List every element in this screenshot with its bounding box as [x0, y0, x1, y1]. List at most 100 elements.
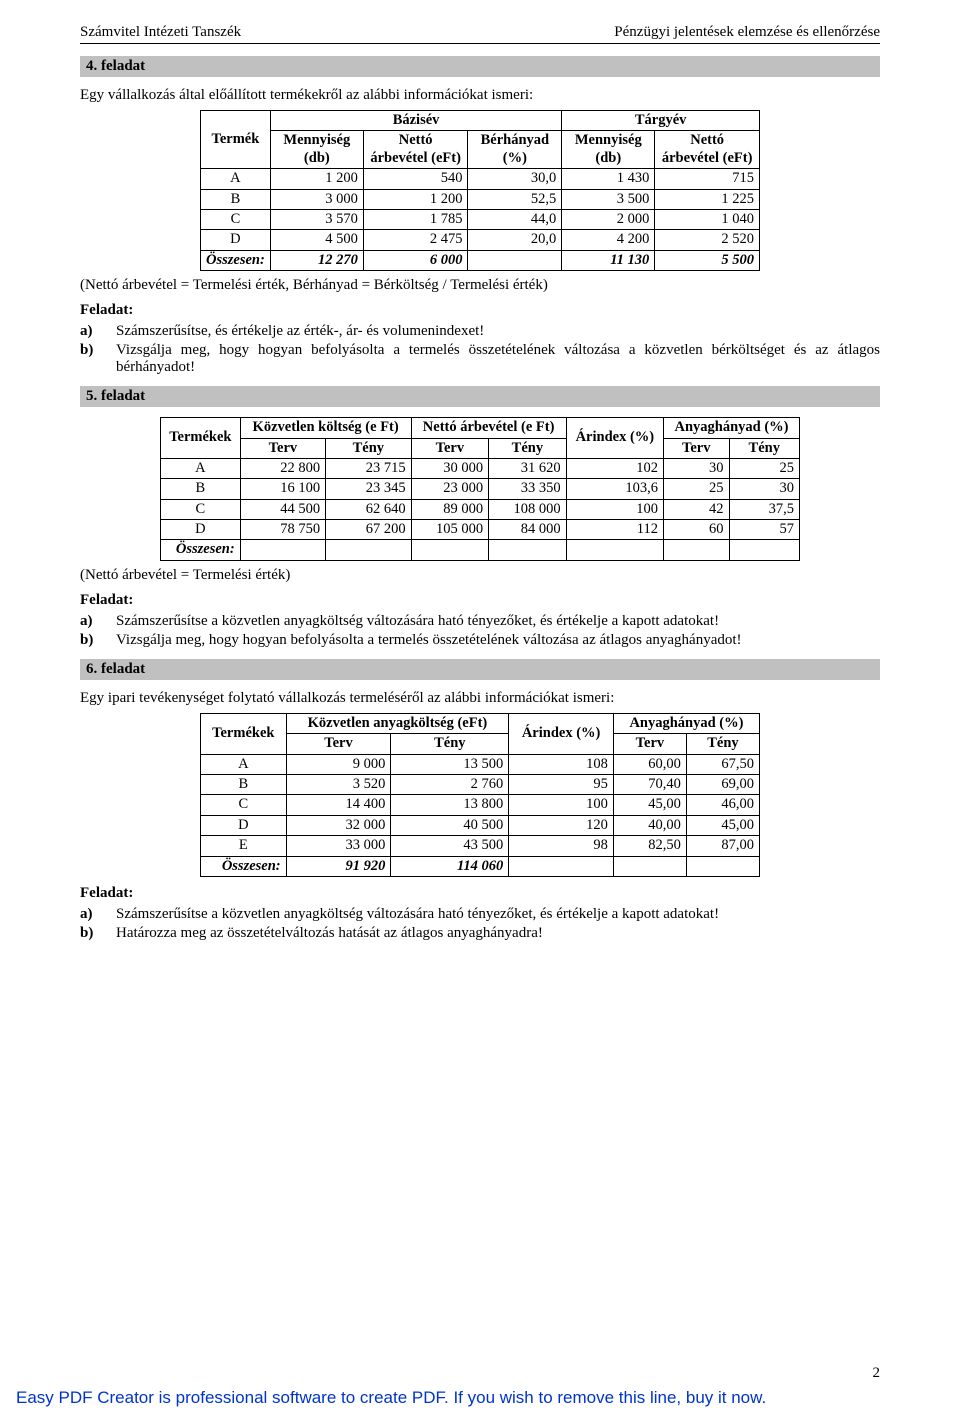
pdf-line-post: . — [761, 1388, 766, 1407]
cell: 3 500 — [562, 189, 655, 209]
t6-ah-terv: Terv — [613, 734, 686, 754]
task-item: b)Vizsgálja meg, hogy hogyan befolyásolt… — [80, 342, 880, 376]
cell: C — [201, 209, 271, 229]
cell: D — [161, 520, 241, 540]
cell: 2 520 — [655, 230, 760, 250]
cell: 89 000 — [411, 499, 489, 519]
t6-h-kak: Közvetlen anyagköltség (eFt) — [286, 713, 509, 733]
task-item: b)Határozza meg az összetételváltozás ha… — [80, 925, 880, 942]
task-item: a)Számszerűsítse a közvetlen anyagköltsé… — [80, 613, 880, 630]
cell: 4 500 — [270, 230, 363, 250]
cell: 33 350 — [489, 479, 567, 499]
t4-sum-n2: 5 500 — [655, 250, 760, 270]
t6-sum-k1: 91 920 — [286, 856, 391, 876]
cell: 23 345 — [326, 479, 411, 499]
cell: 45,00 — [613, 795, 686, 815]
cell: B — [161, 479, 241, 499]
table-row: C44 50062 64089 000108 0001004237,5 — [161, 499, 800, 519]
table-row: D32 00040 50012040,0045,00 — [201, 815, 760, 835]
t5-h-term: Termékek — [161, 418, 241, 459]
cell: 82,50 — [613, 836, 686, 856]
cell: 9 000 — [286, 754, 391, 774]
section-4-intro: Egy vállalkozás által előállított termék… — [80, 87, 880, 104]
pdf-creator-line: Easy PDF Creator is professional softwar… — [0, 1388, 960, 1408]
task-text: Számszerűsítse a közvetlen anyagköltség … — [116, 613, 880, 630]
task-text: Vizsgálja meg, hogy hogyan befolyásolta … — [116, 632, 880, 649]
cell: 57 — [729, 520, 799, 540]
s6-tasks: a)Számszerűsítse a közvetlen anyagköltsé… — [80, 906, 880, 942]
table-row: B3 5202 7609570,4069,00 — [201, 775, 760, 795]
cell: 22 800 — [240, 458, 325, 478]
cell: C — [161, 499, 241, 519]
cell: 43 500 — [391, 836, 509, 856]
cell: 1 200 — [270, 169, 363, 189]
t4-sum-m1: 12 270 — [270, 250, 363, 270]
t5-sum-label: Összesen: — [161, 540, 241, 560]
t4-h-m1: Mennyiség (db) — [270, 131, 363, 169]
t4-h-n1: Nettó árbevétel (eFt) — [363, 131, 468, 169]
section-6-title: 6. feladat — [80, 659, 880, 680]
t6-sum-label: Összesen: — [201, 856, 287, 876]
cell: D — [201, 230, 271, 250]
cell: 37,5 — [729, 499, 799, 519]
cell: 45,00 — [686, 815, 759, 835]
t5-kk-terv: Terv — [240, 438, 325, 458]
t5-h-na: Nettó árbevétel (e Ft) — [411, 418, 566, 438]
task-marker: a) — [80, 323, 116, 340]
table-4: Termék Bázisév Tárgyév Mennyiség (db) Ne… — [200, 110, 760, 271]
cell: 30 000 — [411, 458, 489, 478]
section-6-intro: Egy ipari tevékenységet folytató vállalk… — [80, 690, 880, 707]
table-row: D4 5002 47520,04 2002 520 — [201, 230, 760, 250]
cell: 33 000 — [286, 836, 391, 856]
section-4-note: (Nettó árbevétel = Termelési érték, Bérh… — [80, 277, 880, 294]
cell: 3 520 — [286, 775, 391, 795]
cell: 20,0 — [468, 230, 562, 250]
cell: 44,0 — [468, 209, 562, 229]
s5-tasks: a)Számszerűsítse a közvetlen anyagköltsé… — [80, 613, 880, 649]
cell: 102 — [566, 458, 663, 478]
t5-ah-terv: Terv — [664, 438, 730, 458]
t5-h-kk: Közvetlen költség (e Ft) — [240, 418, 411, 438]
cell: 98 — [509, 836, 614, 856]
pdf-buy-link[interactable]: buy it now — [686, 1388, 762, 1407]
cell: 120 — [509, 815, 614, 835]
s4-tasks: a)Számszerűsítse, és értékelje az érték-… — [80, 323, 880, 376]
cell: 2 475 — [363, 230, 468, 250]
cell: 67 200 — [326, 520, 411, 540]
table-row: E33 00043 5009882,5087,00 — [201, 836, 760, 856]
cell: 25 — [664, 479, 730, 499]
table-row: A22 80023 71530 00031 6201023025 — [161, 458, 800, 478]
page-header: Számvitel Intézeti Tanszék Pénzügyi jele… — [80, 24, 880, 44]
t6-h-term: Termékek — [201, 713, 287, 754]
cell: 67,50 — [686, 754, 759, 774]
cell: 3 000 — [270, 189, 363, 209]
t5-ah-teny: Tény — [729, 438, 799, 458]
table-row: D78 75067 200105 00084 0001126057 — [161, 520, 800, 540]
cell: 14 400 — [286, 795, 391, 815]
cell: 100 — [509, 795, 614, 815]
section-4-title: 4. feladat — [80, 56, 880, 77]
cell: 30 — [664, 458, 730, 478]
table-row: A9 00013 50010860,0067,50 — [201, 754, 760, 774]
cell: 1 430 — [562, 169, 655, 189]
task-text: Számszerűsítse, és értékelje az érték-, … — [116, 323, 880, 340]
t4-sum-m2: 11 130 — [562, 250, 655, 270]
cell: 60 — [664, 520, 730, 540]
cell: E — [201, 836, 287, 856]
cell: 105 000 — [411, 520, 489, 540]
task-text: Számszerűsítse a közvetlen anyagköltség … — [116, 906, 880, 923]
cell: 62 640 — [326, 499, 411, 519]
cell: 69,00 — [686, 775, 759, 795]
t5-na-terv: Terv — [411, 438, 489, 458]
cell: 30 — [729, 479, 799, 499]
t6-h-ah: Anyaghányad (%) — [613, 713, 759, 733]
cell: 16 100 — [240, 479, 325, 499]
cell: 103,6 — [566, 479, 663, 499]
t5-h-ah: Anyaghányad (%) — [664, 418, 800, 438]
cell: 540 — [363, 169, 468, 189]
table-row: B3 0001 20052,53 5001 225 — [201, 189, 760, 209]
cell: A — [201, 754, 287, 774]
cell: 52,5 — [468, 189, 562, 209]
table-row: B16 10023 34523 00033 350103,62530 — [161, 479, 800, 499]
header-left: Számvitel Intézeti Tanszék — [80, 24, 241, 41]
